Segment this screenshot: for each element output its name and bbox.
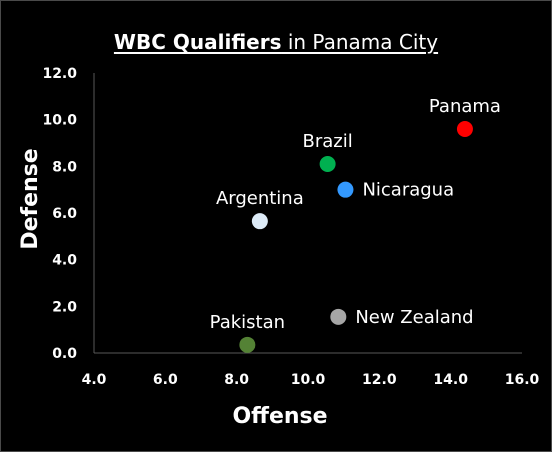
data-label: Panama (429, 96, 501, 117)
data-point (456, 121, 473, 137)
data-point (330, 308, 347, 325)
data-point (319, 156, 336, 172)
x-tick-label: 16.0 (505, 372, 540, 388)
data-label: Argentina (216, 188, 304, 209)
data-label: Nicaragua (362, 180, 454, 201)
chart-title-bold: WBC Qualifiers (113, 30, 282, 54)
chart-title-rest: in Panama City (281, 30, 439, 54)
data-label: Pakistan (210, 312, 285, 333)
chart-title: WBC Qualifiers in Panama City (0, 30, 552, 54)
data-label: Brazil (302, 131, 352, 152)
x-tick-labels: 4.0 6.0 8.0 10.0 12.0 14.0 16.0 (82, 372, 540, 388)
data-point (337, 181, 354, 198)
y-axis-title: Defense (18, 148, 43, 249)
y-tick-label: 6.0 (52, 206, 77, 222)
x-tick-label: 10.0 (291, 372, 326, 388)
y-tick-labels: 0.0 2.0 4.0 6.0 8.0 10.0 12.0 (42, 66, 77, 362)
y-tick-label: 4.0 (52, 253, 77, 269)
x-tick-label: 12.0 (362, 372, 397, 388)
x-axis-title: Offense (232, 404, 327, 429)
x-tick-label: 4.0 (82, 372, 107, 388)
data-point (251, 213, 268, 230)
y-tick-label: 8.0 (52, 159, 77, 175)
data-label: New Zealand (355, 307, 473, 328)
x-tick-label: 6.0 (153, 372, 178, 388)
y-tick-label: 2.0 (52, 299, 77, 315)
y-tick-label: 12.0 (42, 66, 77, 82)
data-point (239, 336, 256, 353)
x-tick-label: 14.0 (433, 372, 468, 388)
y-tick-label: 10.0 (42, 113, 77, 129)
x-tick-label: 8.0 (224, 372, 249, 388)
y-tick-label: 0.0 (52, 346, 77, 362)
data-points: Panama Brazil Nicaragua Argentina New Zealan… (210, 96, 501, 353)
